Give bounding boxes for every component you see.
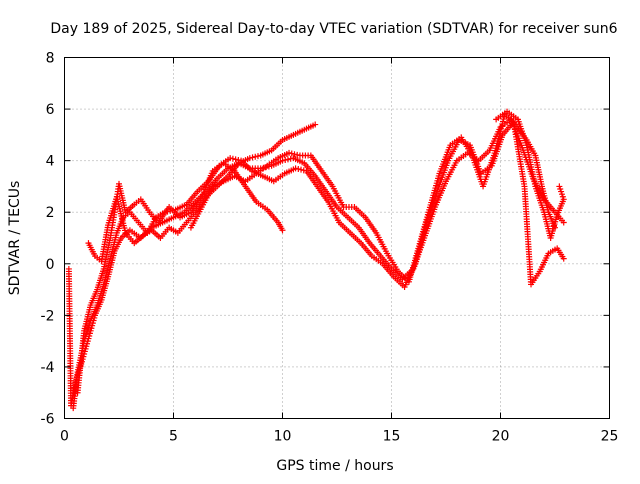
plot-frame — [64, 57, 610, 419]
x-tick-label: 0 — [60, 429, 69, 445]
data-point-marker — [249, 154, 256, 161]
data-point-marker — [312, 121, 319, 128]
data-point-marker — [294, 151, 301, 158]
data-point-marker — [556, 183, 563, 190]
data-point-marker — [229, 155, 236, 162]
y-tick-label: -4 — [41, 360, 55, 376]
y-tick-label: 2 — [46, 205, 55, 221]
data-point-marker — [232, 156, 239, 163]
y-tick-label: 6 — [46, 102, 55, 118]
data-point-marker — [300, 167, 307, 174]
data-point-marker — [227, 155, 234, 162]
x-axis-label: GPS time / hours — [276, 458, 393, 474]
chart-title: Day 189 of 2025, Sidereal Day-to-day VTE… — [50, 21, 617, 37]
data-point-marker — [284, 156, 291, 163]
y-tick-label: 8 — [46, 51, 55, 67]
x-tick-label: 20 — [492, 429, 510, 445]
data-point-marker — [288, 150, 295, 157]
x-tick-label: 25 — [601, 429, 619, 445]
data-point-marker — [246, 155, 253, 162]
series-pass-4 — [85, 121, 319, 265]
data-point-marker — [560, 255, 567, 262]
data-layer — [65, 108, 567, 412]
data-point-marker — [298, 166, 305, 173]
data-point-marker — [286, 149, 293, 156]
y-tick-label: -6 — [41, 412, 55, 428]
data-point-marker — [279, 227, 286, 234]
y-tick-label: -2 — [41, 308, 55, 324]
data-point-marker — [252, 153, 259, 160]
x-tick-label: 10 — [274, 429, 292, 445]
data-point-marker — [295, 166, 302, 173]
data-point-marker — [291, 151, 298, 158]
x-tick-label: 5 — [169, 429, 178, 445]
series-pass-6 — [493, 108, 567, 241]
tick-layer: 0 5 10 15 20 25 -6 -4 -2 0 2 4 6 8 — [41, 51, 619, 445]
data-point-marker — [282, 156, 289, 163]
x-tick-label: 15 — [383, 429, 401, 445]
y-axis-label: SDTVAR / TECUs — [7, 181, 23, 296]
data-point-marker — [292, 165, 299, 172]
data-point-marker — [254, 153, 261, 160]
y-tick-label: 0 — [46, 257, 55, 273]
data-point-marker — [560, 219, 567, 226]
y-tick-label: 4 — [46, 154, 55, 170]
